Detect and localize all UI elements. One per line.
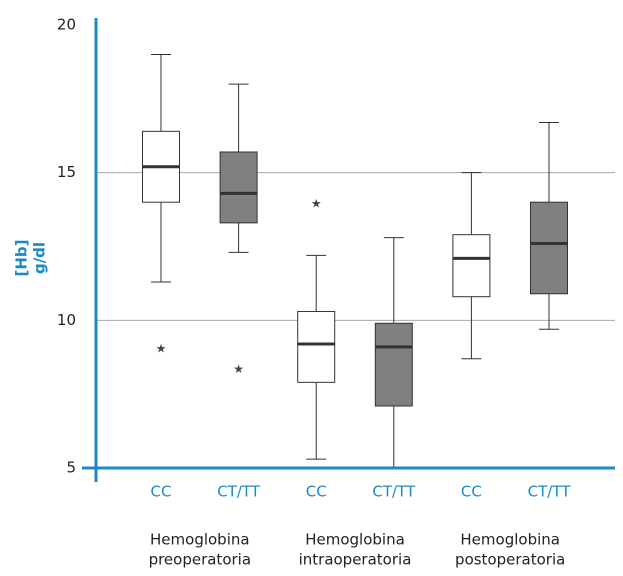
group-label: Hemoglobina (305, 531, 405, 549)
y-tick-label: 5 (66, 459, 76, 477)
group-label: preoperatoria (149, 551, 251, 569)
y-tick-label: 15 (57, 163, 76, 181)
group-label: Hemoglobina (150, 531, 250, 549)
x-tick-label: CC (151, 483, 172, 501)
y-axis-label-line: g/dl (31, 242, 49, 274)
box (297, 310, 336, 383)
box (219, 151, 258, 224)
y-tick-label: 20 (57, 16, 76, 34)
y-tick-label: 10 (57, 311, 76, 329)
y-axis-label: [Hb] g/dl (13, 239, 49, 276)
x-tick-label: CT/TT (528, 483, 572, 501)
x-tick-label: CT/TT (372, 483, 416, 501)
group-label: Hemoglobina (460, 531, 560, 549)
group-label: intraoperatoria (299, 551, 412, 569)
group-label: postoperatoria (455, 551, 565, 569)
outlier: ★ (156, 341, 167, 355)
x-tick-label: CT/TT (217, 483, 261, 501)
box (452, 234, 491, 298)
x-tick-label: CC (306, 483, 327, 501)
outlier: ★ (233, 362, 244, 376)
box (374, 322, 413, 407)
y-axis-label-line: [Hb] (13, 239, 31, 276)
outlier: ★ (311, 197, 322, 211)
x-tick-label: CC (461, 483, 482, 501)
box (530, 201, 568, 295)
